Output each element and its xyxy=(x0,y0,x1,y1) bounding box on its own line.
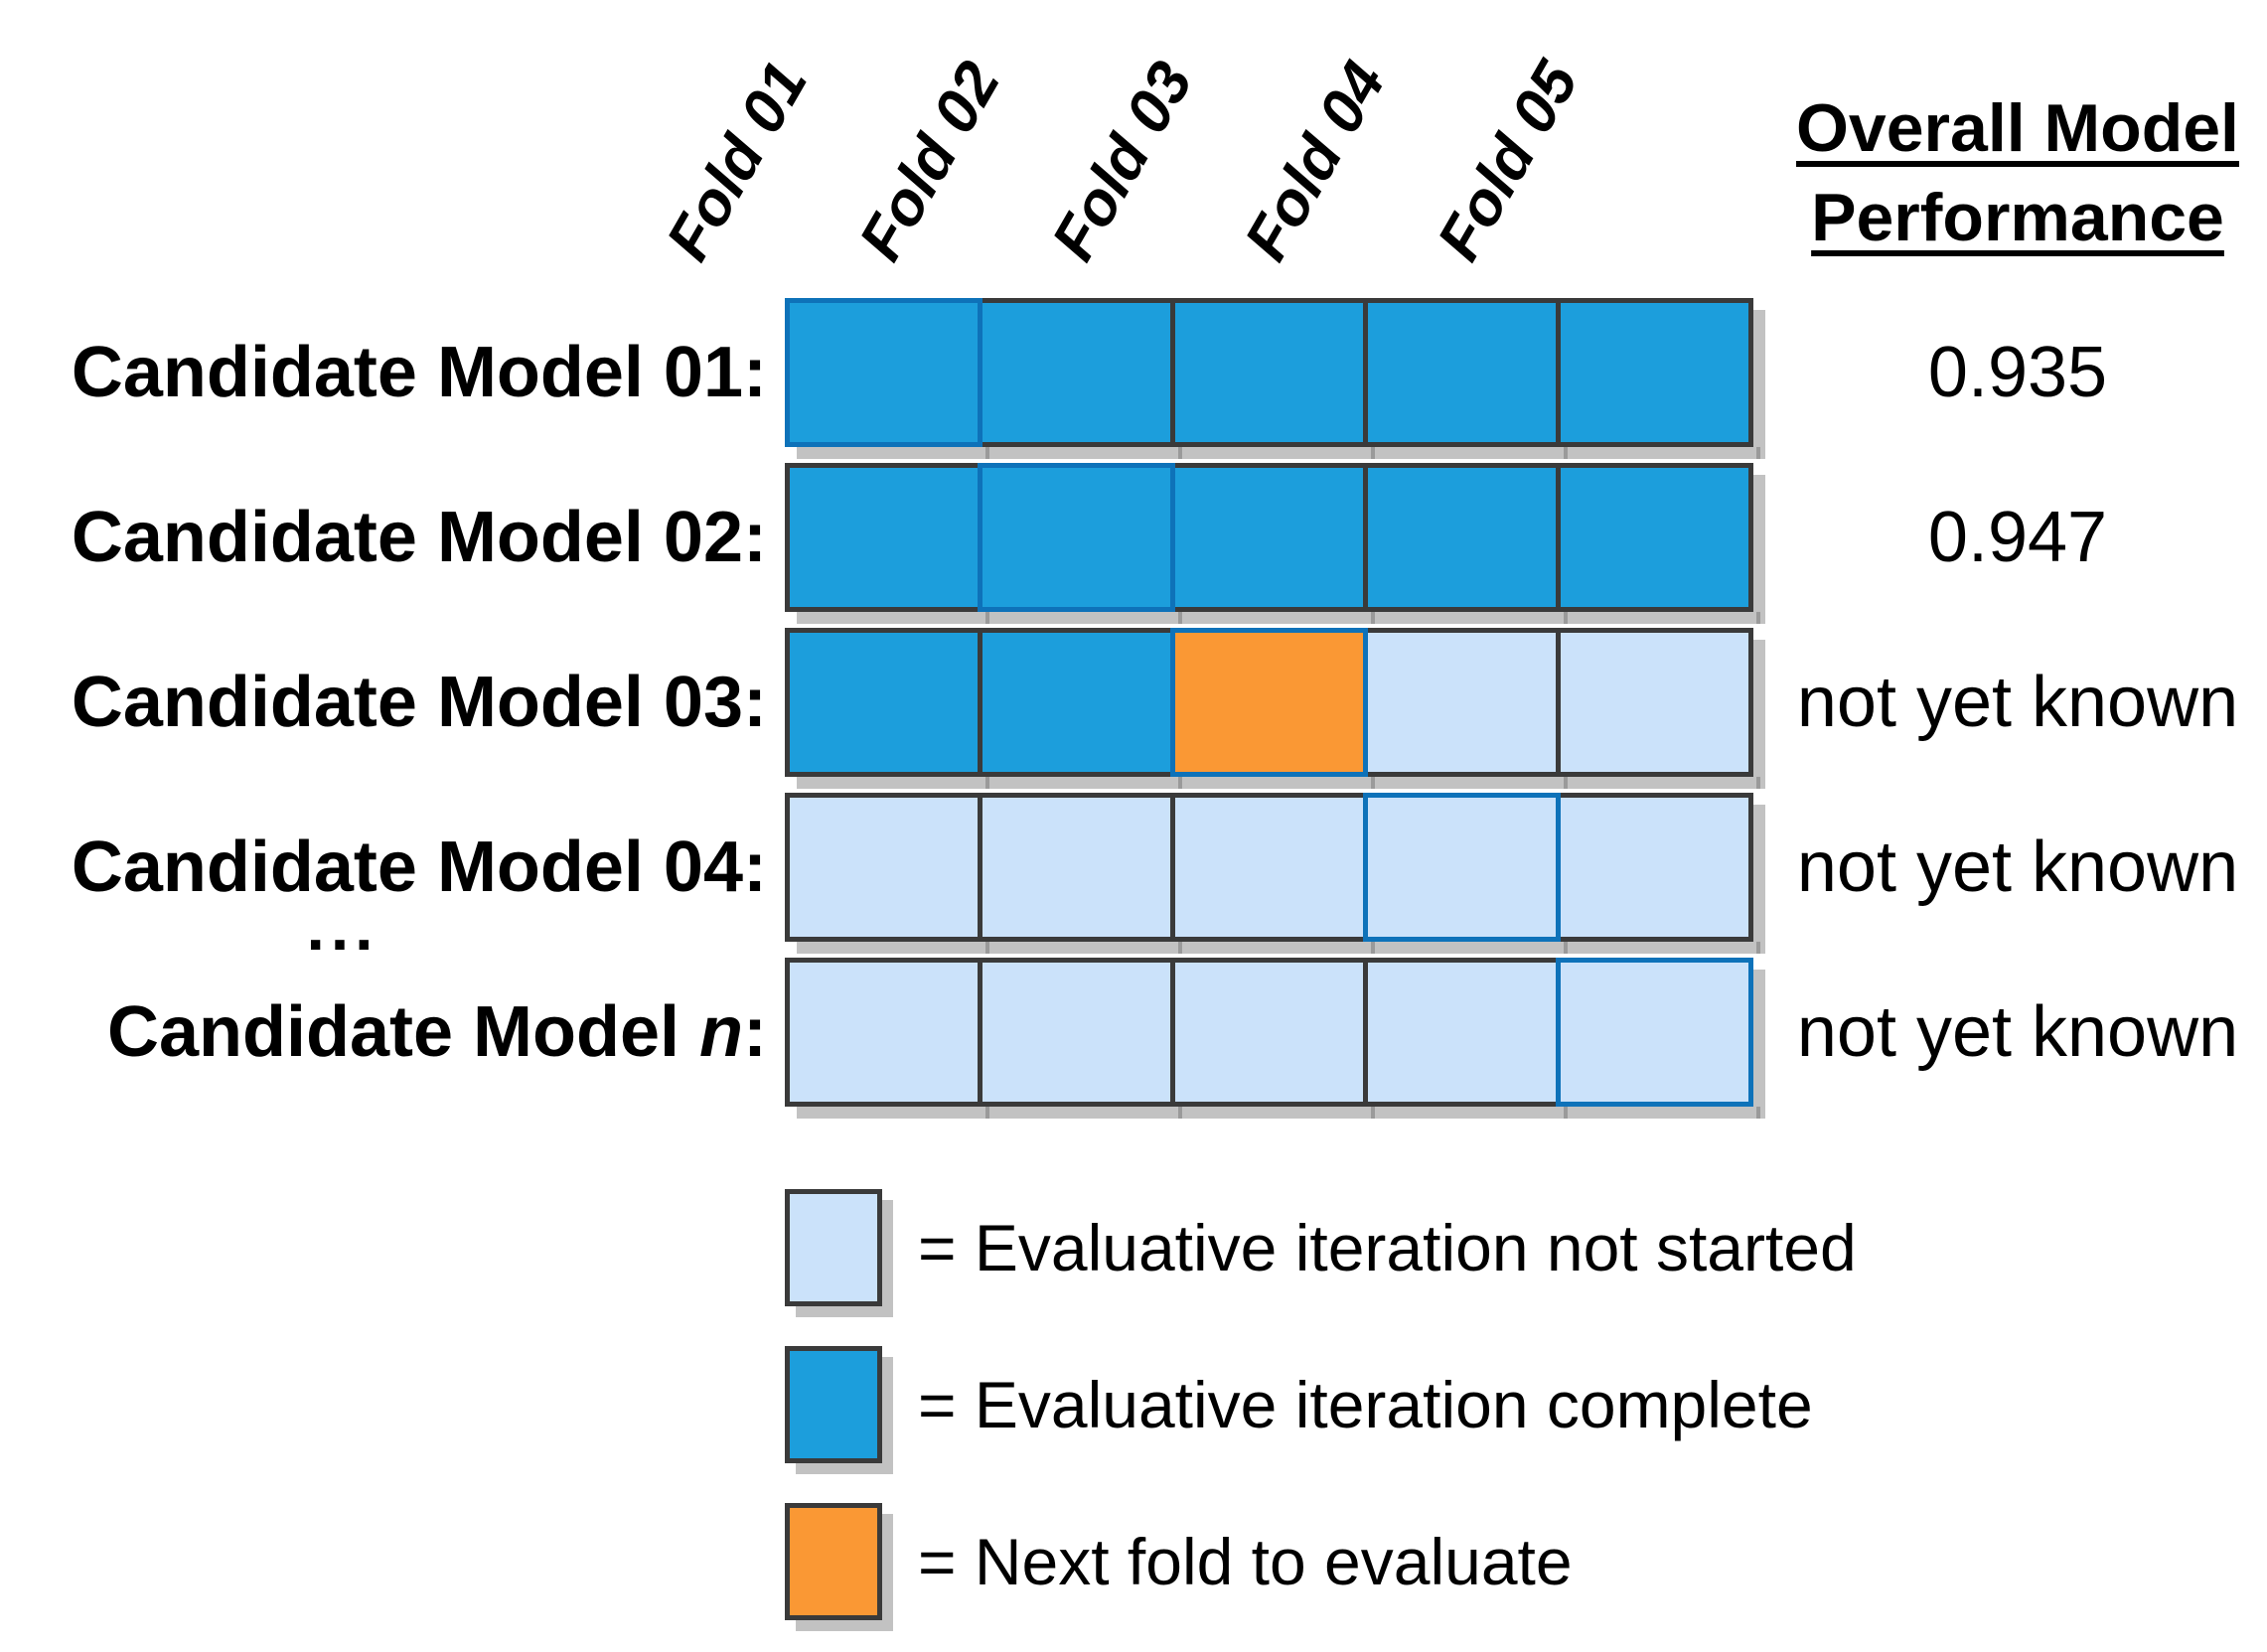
grid-cell xyxy=(978,793,1175,942)
model-row-01: Candidate Model 01: 0.935 xyxy=(0,298,2267,459)
grid-cell xyxy=(1363,298,1561,447)
model-label-04: Candidate Model 04: xyxy=(71,827,767,907)
fold-header-3: Fold 03 xyxy=(1038,51,1207,272)
fold-cells-row-03 xyxy=(785,628,1765,789)
grid-cell xyxy=(978,628,1175,777)
grid-cell xyxy=(785,463,982,612)
model-row-04: Candidate Model 04: not yet known xyxy=(0,793,2267,954)
grid-cell xyxy=(1363,463,1561,612)
grid-cell xyxy=(785,793,982,942)
performance-column-header: Overall Model Performance xyxy=(1768,83,2267,262)
grid-cell xyxy=(978,958,1175,1107)
performance-value-01: 0.935 xyxy=(1927,333,2108,412)
performance-value-n: not yet known xyxy=(1796,992,2239,1072)
grid-cell xyxy=(1363,628,1561,777)
grid-cell xyxy=(1556,298,1753,447)
grid-cell xyxy=(978,463,1175,612)
grid-cell xyxy=(1363,793,1561,942)
fold-cells-row-01 xyxy=(785,298,1765,459)
grid-cell xyxy=(1170,298,1368,447)
fold-header-1: Fold 01 xyxy=(653,51,822,272)
legend-swatch-complete xyxy=(785,1346,882,1463)
grid-cell xyxy=(1170,793,1368,942)
legend-label-not-started: = Evaluative iteration not started xyxy=(918,1211,1857,1284)
legend-item-next-fold: = Next fold to evaluate xyxy=(785,1503,1573,1620)
fold-cells-row-02 xyxy=(785,463,1765,624)
performance-header-line1: Overall Model xyxy=(1796,90,2239,166)
model-row-n: Candidate Model n: not yet known xyxy=(0,958,2267,1119)
model-label-03: Candidate Model 03: xyxy=(71,663,767,742)
model-label-02: Candidate Model 02: xyxy=(71,498,767,577)
models-ellipsis: ... xyxy=(306,890,379,964)
grid-cell xyxy=(1556,463,1753,612)
legend-label-complete: = Evaluative iteration complete xyxy=(918,1368,1813,1441)
legend-swatch-next-fold xyxy=(785,1503,882,1620)
grid-cell xyxy=(785,628,982,777)
legend-item-complete: = Evaluative iteration complete xyxy=(785,1346,1813,1463)
performance-value-03: not yet known xyxy=(1796,663,2239,742)
performance-value-02: 0.947 xyxy=(1927,498,2108,577)
performance-header-line2: Performance xyxy=(1811,180,2224,255)
legend-label-next-fold: = Next fold to evaluate xyxy=(918,1525,1573,1598)
model-label-n: Candidate Model n: xyxy=(106,992,767,1072)
grid-cell xyxy=(1556,958,1753,1107)
fold-cells-row-04 xyxy=(785,793,1765,954)
grid-cell xyxy=(1363,958,1561,1107)
grid-cell xyxy=(785,298,982,447)
legend-swatch-not-started xyxy=(785,1189,882,1306)
grid-cell xyxy=(1556,793,1753,942)
grid-cell xyxy=(978,298,1175,447)
fold-header-4: Fold 04 xyxy=(1231,51,1400,272)
model-row-03: Candidate Model 03: not yet known xyxy=(0,628,2267,789)
fold-cells-row-n xyxy=(785,958,1765,1119)
performance-value-04: not yet known xyxy=(1796,827,2239,907)
grid-cell xyxy=(1170,463,1368,612)
grid-cell xyxy=(1556,628,1753,777)
model-row-02: Candidate Model 02: 0.947 xyxy=(0,463,2267,624)
grid-cell xyxy=(1170,628,1368,777)
model-label-01: Candidate Model 01: xyxy=(71,333,767,412)
legend-item-not-started: = Evaluative iteration not started xyxy=(785,1189,1857,1306)
fold-header-2: Fold 02 xyxy=(845,51,1014,272)
grid-cell xyxy=(785,958,982,1107)
fold-header-5: Fold 05 xyxy=(1424,51,1592,272)
grid-cell xyxy=(1170,958,1368,1107)
